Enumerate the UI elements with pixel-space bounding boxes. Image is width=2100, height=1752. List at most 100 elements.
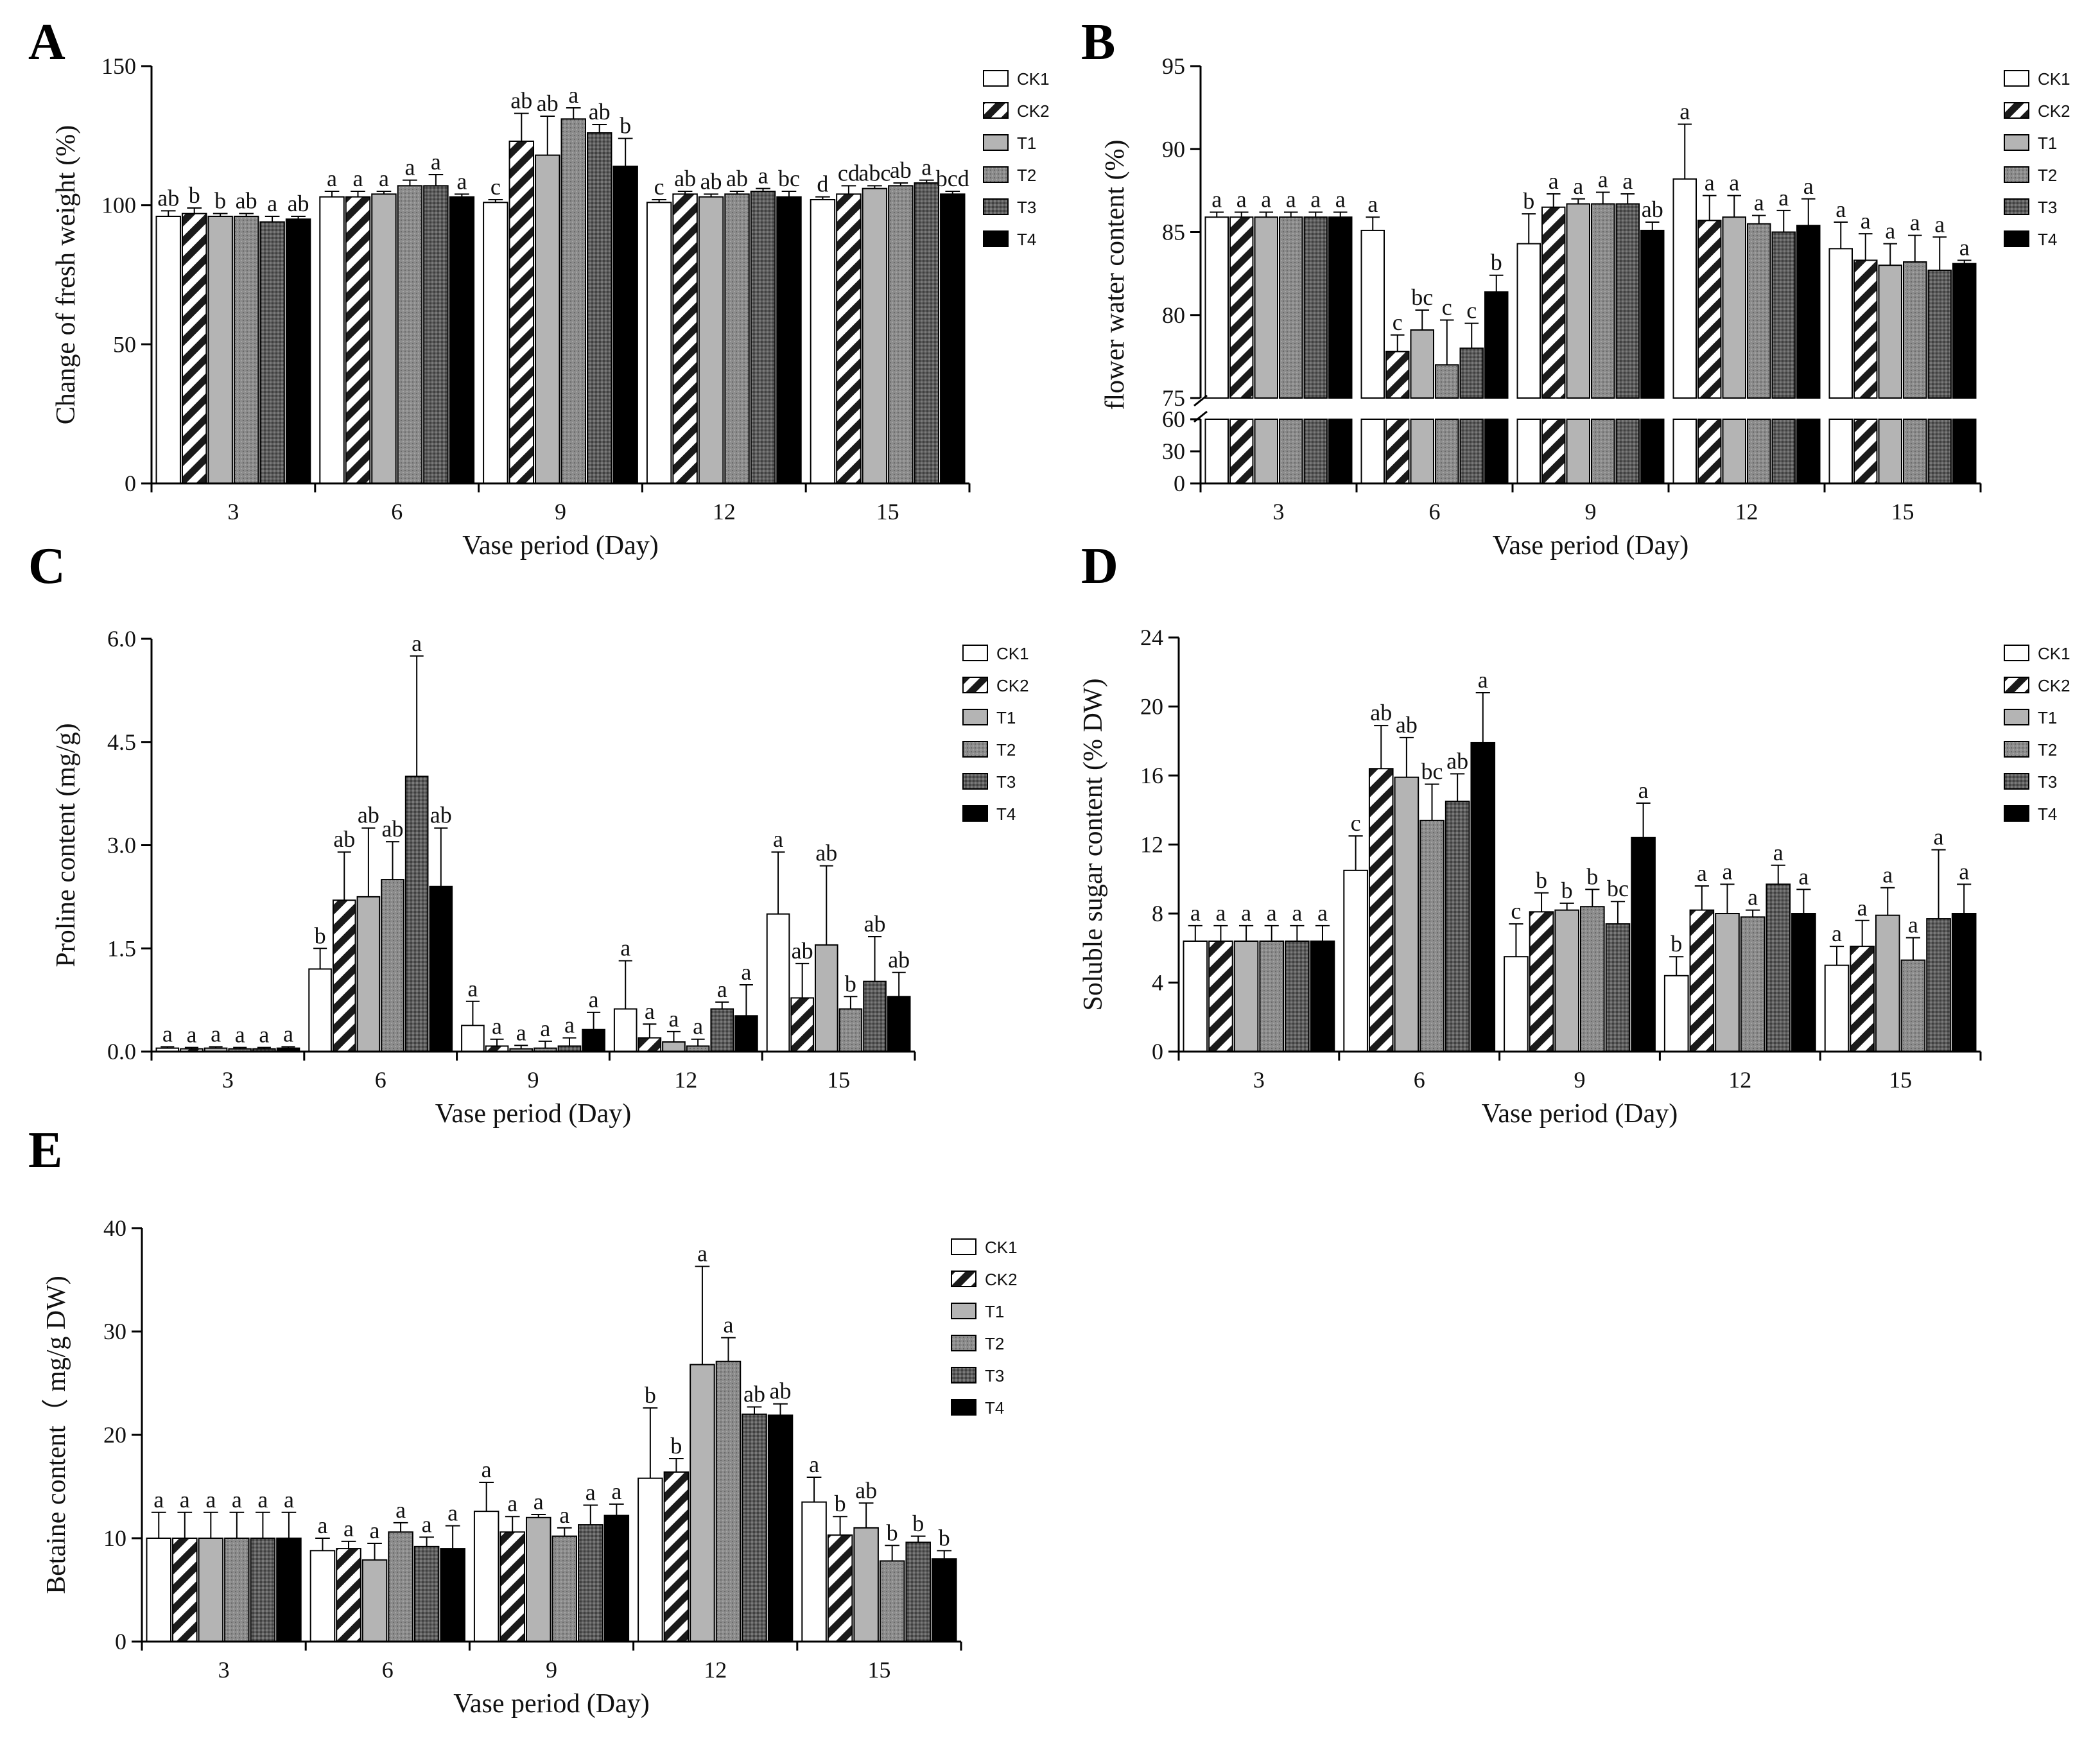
significance-label: a [693, 1014, 703, 1039]
significance-label: b [189, 182, 200, 208]
panel-label: A [28, 14, 65, 71]
bar [662, 1041, 686, 1053]
significance-label: abc [858, 160, 890, 186]
bar [1343, 869, 1368, 1052]
bar [1952, 419, 1977, 484]
significance-label: ab [236, 188, 257, 214]
significance-label: a [1803, 173, 1814, 199]
significance-label: a [1638, 777, 1649, 803]
x-tick-label: 6 [1414, 1067, 1425, 1093]
significance-label: ab [815, 840, 837, 866]
y-tick-label: 30 [103, 1319, 126, 1344]
significance-label: a [1934, 211, 1945, 237]
significance-label: a [1959, 234, 1970, 260]
significance-label: b [1561, 878, 1573, 903]
bar [1747, 419, 1771, 484]
significance-label: b [315, 923, 326, 948]
significance-label: a [395, 1497, 406, 1523]
x-tick-label: 6 [375, 1067, 386, 1093]
bar [838, 1008, 863, 1052]
y-tick-label: 150 [101, 53, 136, 79]
significance-label: c [1442, 295, 1452, 320]
bar [1640, 419, 1665, 484]
y-axis-title: flower water content (%) [1100, 140, 1130, 410]
significance-label: a [404, 155, 415, 180]
bar [461, 1025, 485, 1052]
bar [742, 1413, 767, 1643]
bar [1903, 261, 1927, 399]
significance-label: b [620, 113, 631, 139]
legend-swatch [2004, 70, 2029, 87]
bar [1771, 231, 1796, 399]
bar [940, 193, 966, 484]
bar [663, 1471, 690, 1642]
x-tick-label: 12 [713, 499, 736, 525]
bar [1541, 419, 1566, 484]
bar [612, 166, 638, 484]
bar [814, 944, 838, 1053]
x-tick-label: 3 [227, 499, 239, 525]
y-tick-label: 12 [1140, 832, 1163, 858]
x-tick-label: 9 [1574, 1067, 1586, 1093]
significance-label: a [1697, 860, 1707, 886]
bar [1697, 220, 1722, 399]
bar [1459, 419, 1484, 484]
bar [1279, 419, 1303, 484]
significance-label: a [482, 1457, 492, 1482]
bar [172, 1538, 198, 1642]
significance-label: ab [382, 816, 404, 842]
bar [356, 896, 381, 1052]
legend-swatch [951, 1238, 976, 1255]
bar [429, 885, 453, 1053]
legend-swatch [2004, 198, 2029, 215]
significance-label: b [214, 188, 226, 214]
significance-label: a [1882, 862, 1893, 888]
bar [1516, 419, 1541, 484]
legend-swatch [2004, 230, 2029, 247]
significance-label: b [835, 1491, 846, 1516]
y-tick-label: 6.0 [107, 626, 136, 652]
legend-label: T4 [2038, 230, 2057, 249]
significance-label: a [180, 1487, 190, 1513]
bar [1285, 941, 1310, 1052]
bar [250, 1538, 276, 1642]
bar [1394, 776, 1419, 1052]
legend-swatch [983, 230, 1009, 247]
bar [698, 196, 724, 484]
y-tick-label: 20 [1140, 694, 1163, 720]
significance-label: c [1466, 298, 1477, 324]
bar [1484, 291, 1509, 399]
panel-label: E [28, 1122, 62, 1179]
bar [1926, 918, 1951, 1052]
significance-label: ab [333, 826, 355, 852]
x-tick-label: 3 [1253, 1067, 1265, 1093]
bar [672, 193, 698, 484]
significance-label: ab [510, 88, 532, 114]
significance-label: a [153, 1487, 164, 1513]
x-tick-label: 12 [1728, 1067, 1751, 1093]
bar [1368, 768, 1394, 1052]
significance-label: a [1211, 186, 1222, 212]
bar [1279, 216, 1303, 399]
legend-label: T2 [985, 1334, 1004, 1353]
y-tick-label: 10 [103, 1525, 126, 1551]
bar [1591, 419, 1615, 484]
y-tick-label: 8 [1152, 901, 1163, 926]
y-axis-title: Soluble sugar content (% DW) [1079, 679, 1108, 1011]
bar [397, 185, 423, 484]
x-tick-label: 9 [546, 1657, 557, 1683]
bar [1878, 265, 1902, 399]
bar [578, 1524, 603, 1643]
bar [1360, 229, 1385, 399]
significance-label: a [327, 166, 337, 191]
bar [371, 193, 397, 484]
y-tick-label: 24 [1140, 625, 1163, 650]
bar [1828, 248, 1853, 399]
bar [259, 221, 285, 484]
bar [1903, 419, 1927, 484]
bar [1615, 419, 1640, 484]
y-tick-label: 0 [115, 1629, 126, 1654]
legend-swatch [983, 102, 1009, 119]
significance-label: ab [864, 911, 886, 937]
